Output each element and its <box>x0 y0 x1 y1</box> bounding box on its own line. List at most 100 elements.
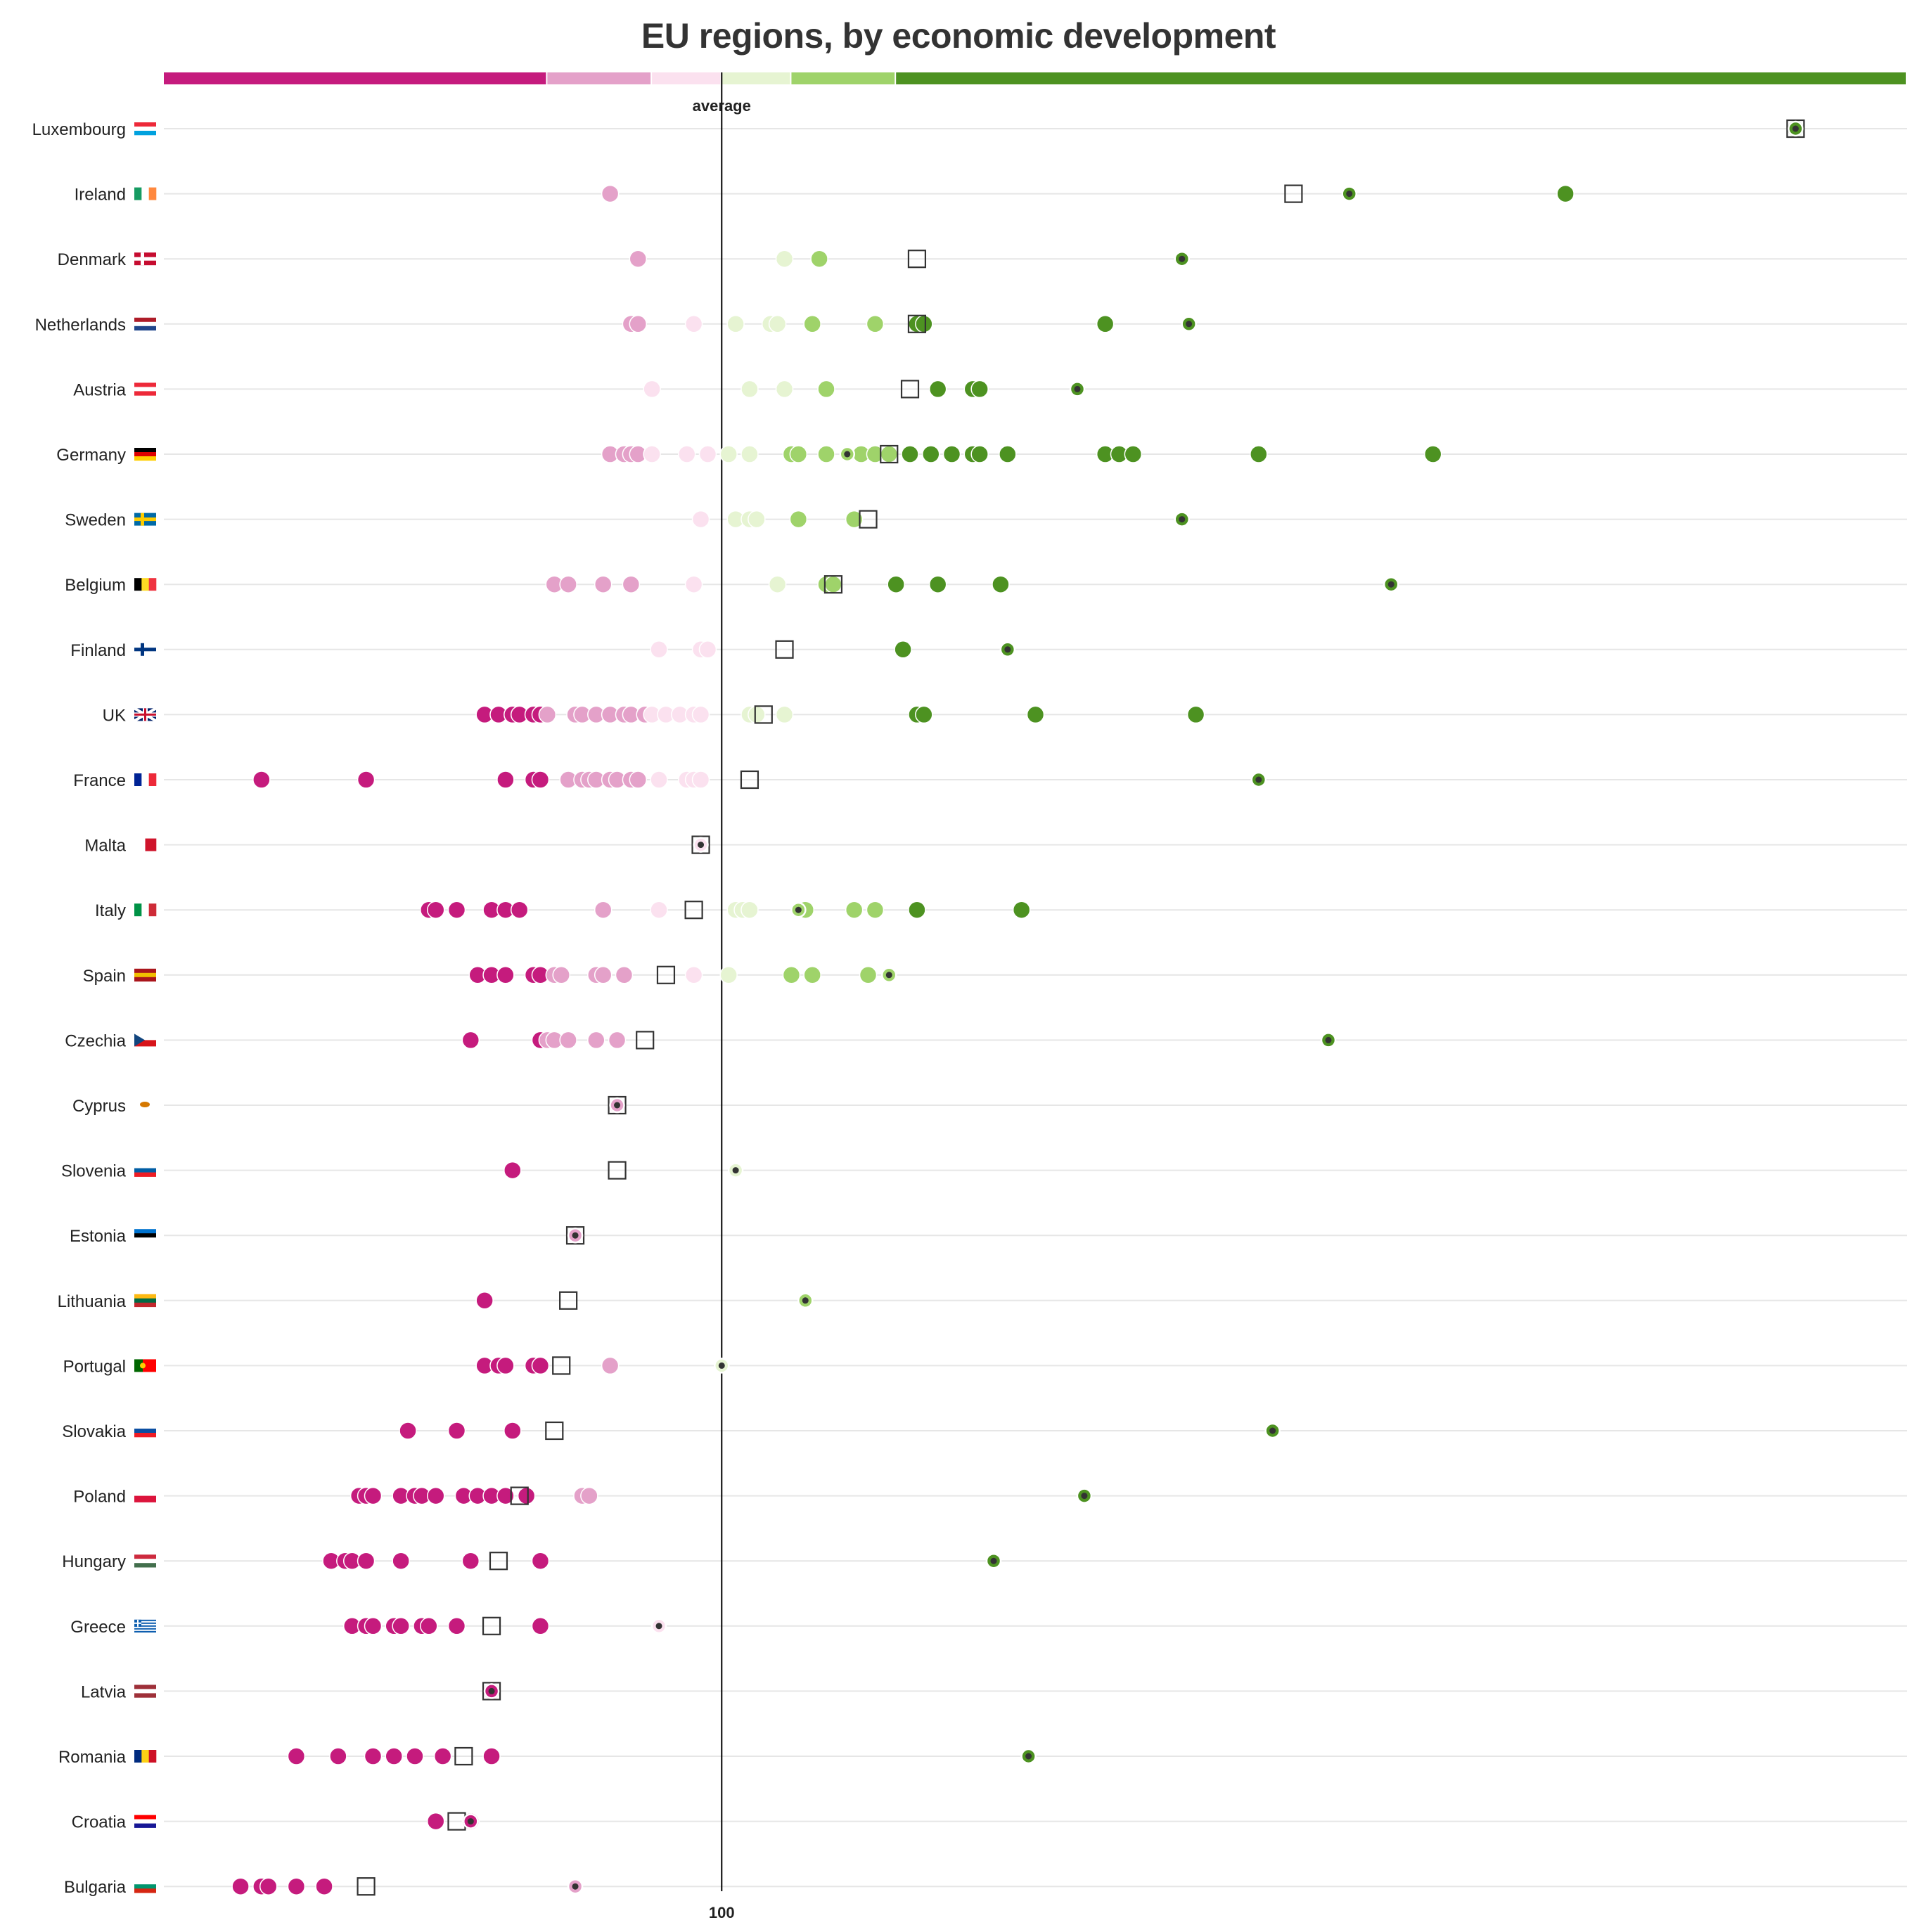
region-point <box>817 380 835 399</box>
country-label: Latvia <box>81 1682 127 1701</box>
capital-marker-dot <box>802 1297 809 1304</box>
flag-stripe <box>134 1819 156 1824</box>
region-point <box>594 966 613 984</box>
country-average-square <box>907 250 927 269</box>
capital-marker-dot <box>1792 125 1799 132</box>
region-point <box>684 315 703 333</box>
region-point <box>364 1747 383 1765</box>
country-average-square <box>656 965 676 984</box>
flag-stripe <box>134 1619 156 1621</box>
region-point <box>992 575 1010 593</box>
capital-marker-dot <box>488 1687 495 1694</box>
region-point <box>866 901 885 919</box>
country-average-square <box>907 314 927 333</box>
region-point <box>601 184 620 203</box>
flag-stripe <box>141 1750 149 1763</box>
region-point <box>698 445 717 463</box>
region-point <box>461 1031 480 1050</box>
country-average-square <box>823 575 843 594</box>
flag-island <box>140 1102 150 1107</box>
country-label: Cyprus <box>72 1097 126 1116</box>
flag-stripe <box>143 1359 156 1372</box>
region-point <box>803 966 821 984</box>
flag-stripe <box>134 1563 156 1568</box>
region-point <box>357 1552 376 1570</box>
country-label: UK <box>103 706 126 725</box>
country-average-square <box>565 1226 585 1245</box>
region-point <box>908 901 926 919</box>
region-point <box>475 1292 494 1310</box>
region-point <box>775 250 794 268</box>
region-point <box>922 445 940 463</box>
flag-stripe <box>134 1554 156 1559</box>
capital-marker-dot <box>614 1102 621 1109</box>
region-point <box>447 901 466 919</box>
flag-cross <box>134 1622 141 1624</box>
region-point <box>504 1422 522 1440</box>
country-average-square <box>691 835 710 854</box>
region-point <box>531 1552 550 1570</box>
region-point <box>845 901 864 919</box>
country-label: Germany <box>56 446 126 465</box>
capital-marker-dot <box>718 1362 725 1369</box>
flag-stripe <box>134 1621 156 1623</box>
country-average-square <box>454 1746 473 1766</box>
flag-stripe <box>134 1629 156 1631</box>
country-average-square <box>357 1877 376 1896</box>
capital-marker-dot <box>885 972 892 979</box>
region-point <box>259 1877 278 1895</box>
country-label: Estonia <box>70 1227 127 1246</box>
flag-stripe <box>134 972 156 978</box>
region-point <box>510 901 529 919</box>
flag-stripe <box>141 903 149 917</box>
country-label: Czechia <box>65 1031 126 1050</box>
capital-marker-dot <box>1004 646 1011 653</box>
flag-stripe <box>134 773 142 786</box>
flag-stripe <box>134 387 156 392</box>
region-point <box>691 705 710 724</box>
region-point <box>287 1877 306 1895</box>
region-point <box>461 1552 480 1570</box>
country-label: Bulgaria <box>64 1878 127 1897</box>
country-average-square <box>1284 184 1303 203</box>
capital-marker-dot <box>1074 385 1081 392</box>
country-average-square <box>608 1095 627 1115</box>
capital-marker-dot <box>1186 321 1193 328</box>
region-point <box>942 445 961 463</box>
flag-stripe <box>134 382 156 387</box>
flag-stripe <box>134 1168 156 1173</box>
region-point <box>719 966 738 984</box>
country-average-square <box>1786 119 1805 139</box>
flag-stripe <box>134 1040 156 1047</box>
flag-stripe <box>134 131 156 136</box>
flag-stripe <box>134 1433 156 1438</box>
country-average-square <box>636 1031 655 1050</box>
region-point <box>364 1617 383 1635</box>
region-point <box>643 380 661 399</box>
region-point <box>768 575 787 593</box>
capital-marker-dot <box>1346 191 1353 198</box>
country-label: Italy <box>95 901 126 920</box>
flag-stripe <box>134 1237 156 1242</box>
flag-stripe <box>134 1302 156 1308</box>
chart-title: EU regions, by economic development <box>641 16 1276 56</box>
region-point <box>392 1552 410 1570</box>
region-point <box>447 1617 466 1635</box>
region-point <box>622 575 641 593</box>
color-scale-segment <box>896 72 1906 84</box>
country-average-square <box>510 1486 529 1505</box>
flag-cross <box>134 648 156 652</box>
flag-stripe <box>148 773 157 786</box>
region-point <box>531 1356 550 1375</box>
flag-stripe <box>134 1880 156 1885</box>
region-point <box>887 575 905 593</box>
capital-marker-dot <box>655 1623 662 1630</box>
region-point <box>650 640 668 659</box>
region-point <box>803 315 821 333</box>
flag-stripe <box>134 1359 143 1372</box>
region-point <box>894 640 912 659</box>
region-point <box>580 1486 598 1505</box>
region-point <box>810 250 828 268</box>
flag-stripe <box>134 1033 156 1041</box>
region-point <box>406 1747 424 1765</box>
